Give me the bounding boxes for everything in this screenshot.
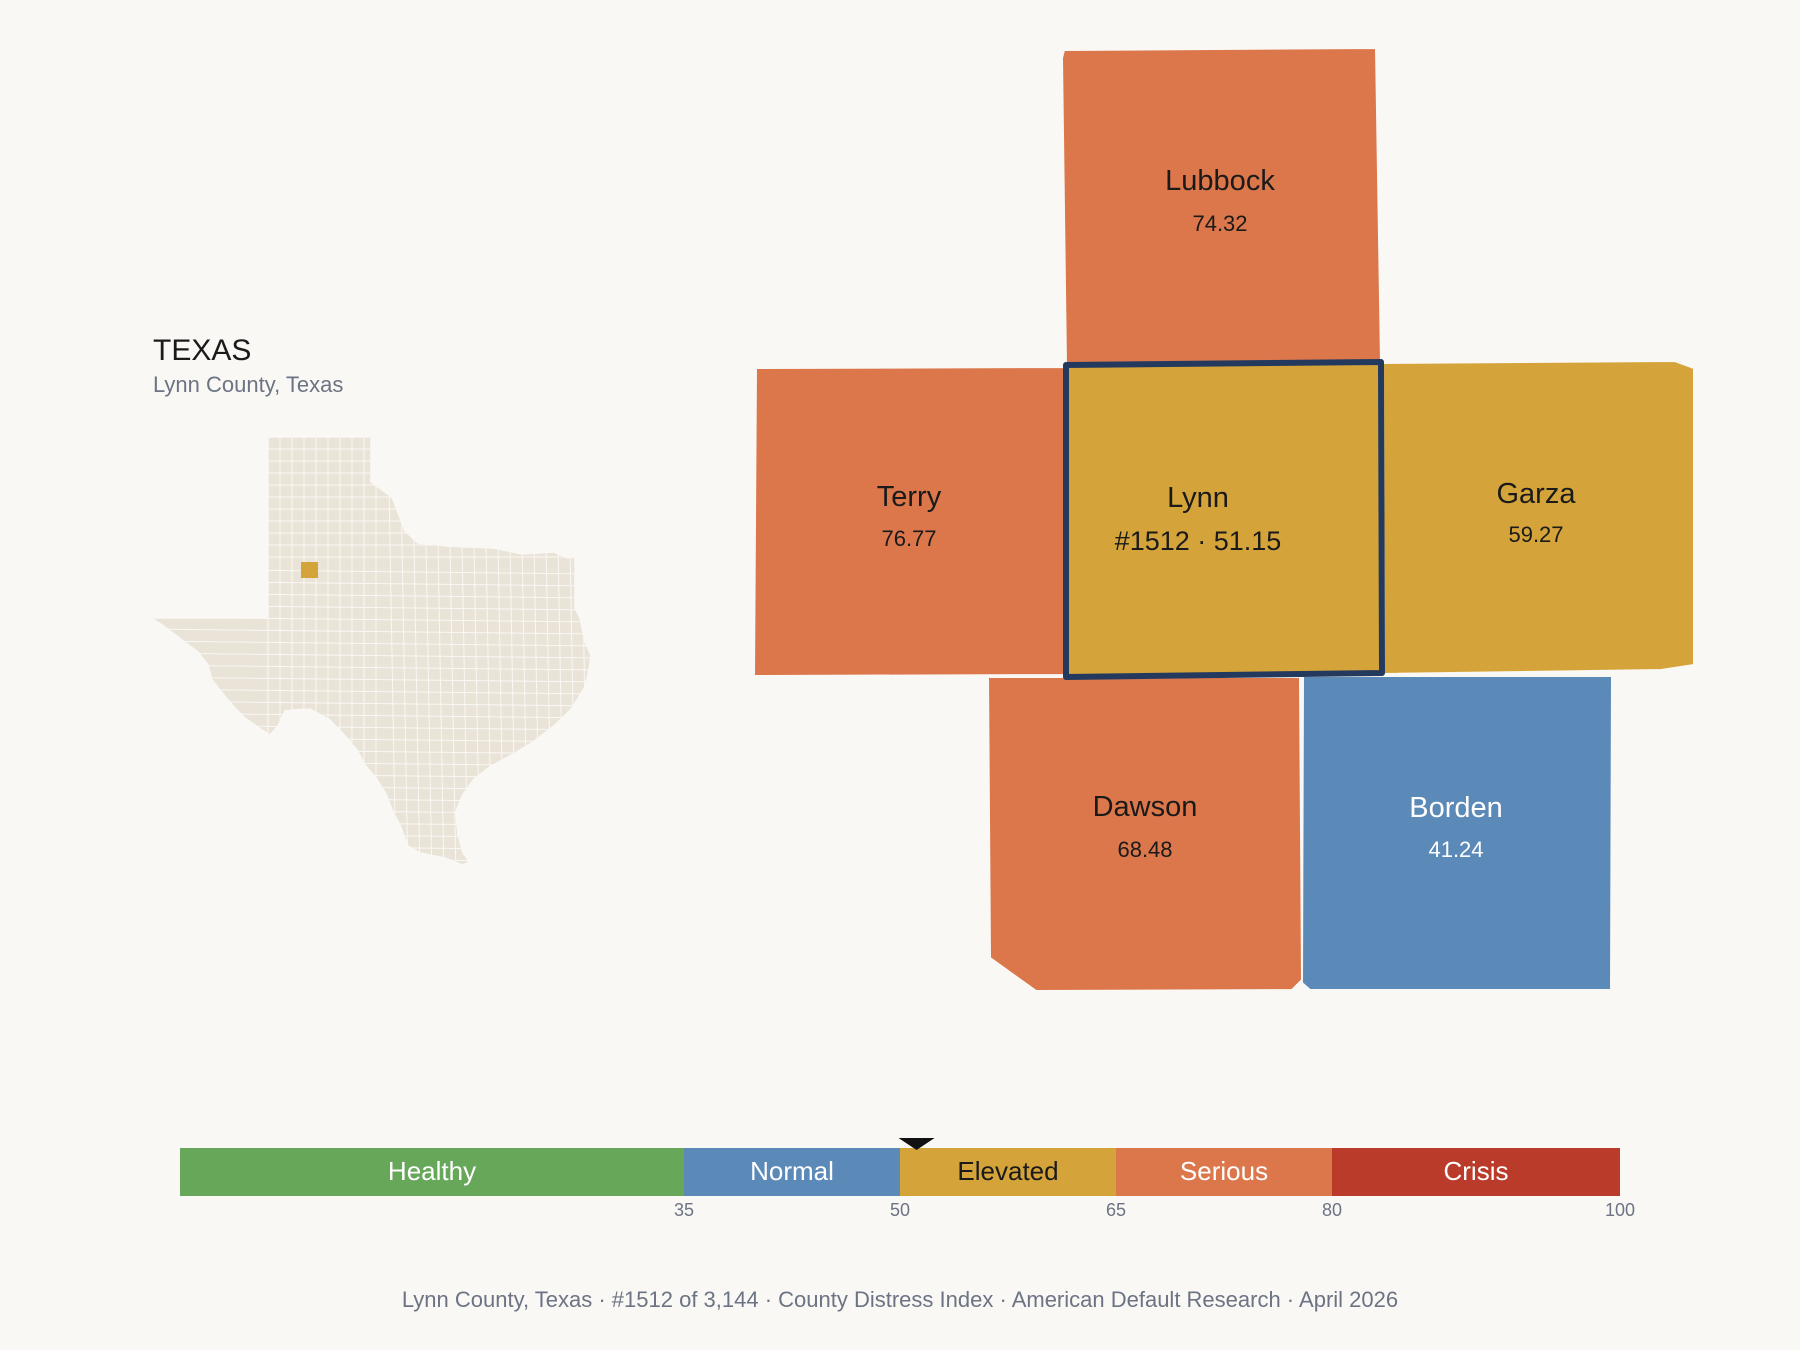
label-borden-value: 41.24 — [1428, 837, 1483, 862]
inset-grid-line — [145, 640, 591, 647]
county-cluster: Lubbock 74.32 Terry 76.77 Garza 59.27 Da… — [752, 46, 1695, 993]
scale-tick-label: 100 — [1605, 1200, 1635, 1220]
label-garza-value: 59.27 — [1508, 522, 1563, 547]
state-title: TEXAS — [153, 334, 251, 367]
scale-band-label: Elevated — [957, 1156, 1058, 1186]
scale-band-label: Crisis — [1444, 1156, 1509, 1186]
label-dawson-name: Dawson — [1093, 791, 1198, 823]
inset-grid-line — [145, 772, 591, 779]
scale-band-label: Normal — [750, 1156, 834, 1186]
state-subtitle: Lynn County, Texas — [153, 372, 343, 397]
county-borden[interactable] — [1300, 675, 1614, 991]
county-garza[interactable] — [1381, 359, 1695, 676]
score-marker-icon — [898, 1138, 935, 1150]
inset-grid-line — [145, 784, 591, 791]
label-lynn-rank-score: #1512 · 51.15 — [1115, 526, 1282, 556]
label-lubbock-value: 74.32 — [1192, 211, 1247, 236]
lynn-inset-marker — [301, 562, 318, 578]
inset-grid-line — [145, 676, 591, 683]
inset-grid-line — [145, 808, 591, 815]
scale-band-crisis — [1332, 1148, 1620, 1196]
footer-credit: Lynn County, Texas · #1512 of 3,144 · Co… — [402, 1287, 1398, 1312]
scale-band-normal — [684, 1148, 900, 1196]
label-lubbock-name: Lubbock — [1165, 165, 1275, 197]
label-lynn-name: Lynn — [1167, 482, 1229, 514]
inset-grid-line — [145, 796, 591, 803]
county-lynn[interactable] — [1063, 359, 1385, 680]
scale-tick-label: 65 — [1106, 1200, 1126, 1220]
label-dawson-value: 68.48 — [1117, 837, 1172, 862]
inset-grid-line — [145, 664, 591, 671]
inset-grid-line — [145, 832, 591, 839]
county-terry[interactable] — [752, 365, 1068, 678]
scale-band-label: Healthy — [388, 1156, 476, 1186]
texas-outline — [144, 436, 592, 866]
scale-band-healthy — [180, 1148, 684, 1196]
inset-grid-line — [145, 652, 591, 659]
scale-band-elevated — [900, 1148, 1116, 1196]
scale-tick-label: 80 — [1322, 1200, 1342, 1220]
label-borden-name: Borden — [1409, 792, 1503, 824]
inset-grid-line — [140, 869, 600, 874]
distress-scale: Healthy Normal Elevated Serious Crisis 35 50 65… — [180, 1138, 1635, 1220]
texas-inset-map — [140, 430, 600, 880]
label-garza-name: Garza — [1497, 478, 1577, 510]
inset-grid-line — [145, 820, 591, 827]
label-terry-name: Terry — [877, 481, 942, 513]
scale-band-serious — [1116, 1148, 1332, 1196]
scale-band-label: Serious — [1180, 1156, 1268, 1186]
label-terry-value: 76.77 — [881, 526, 936, 551]
inset-grid-line — [592, 430, 600, 880]
scale-tick-label: 50 — [890, 1200, 910, 1220]
inset-grid-line — [145, 628, 591, 635]
county-dawson[interactable] — [986, 676, 1304, 993]
inset-grid-line — [145, 844, 591, 851]
inset-grid-line — [387, 437, 397, 865]
inset-grid-line — [145, 856, 591, 863]
scale-tick-label: 35 — [674, 1200, 694, 1220]
county-lubbock[interactable] — [1060, 46, 1383, 367]
